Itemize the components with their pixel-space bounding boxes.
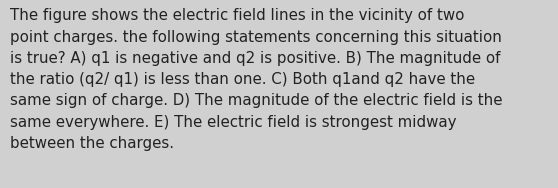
Text: The figure shows the electric field lines in the vicinity of two
point charges. : The figure shows the electric field line…	[10, 8, 503, 151]
